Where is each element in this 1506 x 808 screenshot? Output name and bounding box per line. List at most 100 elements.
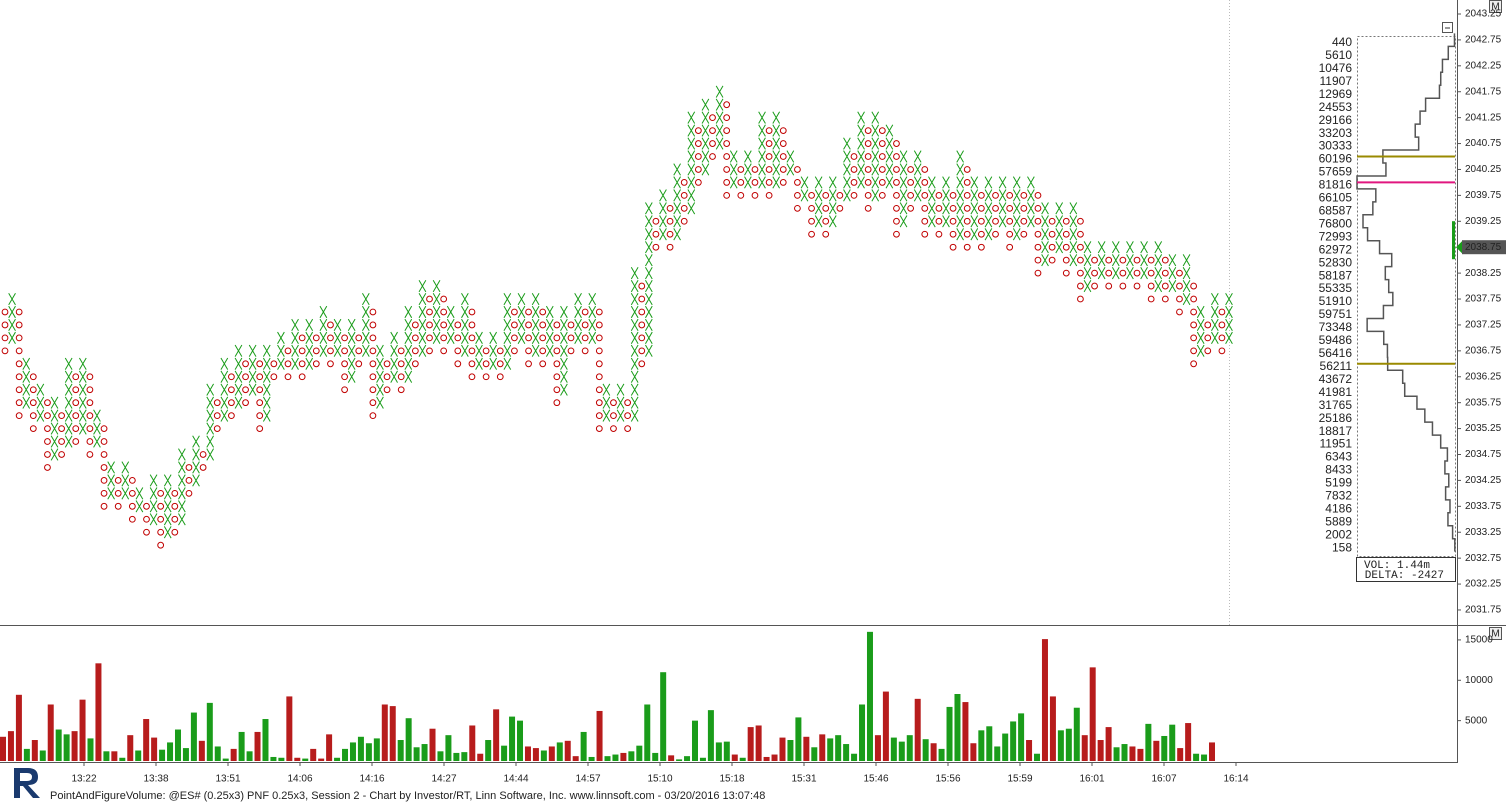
x-box xyxy=(149,500,158,513)
profile-label: 66105 xyxy=(1319,191,1353,205)
x-box xyxy=(1041,202,1049,215)
x-box xyxy=(248,383,257,396)
x-box xyxy=(1168,267,1177,280)
o-box xyxy=(779,166,787,173)
o-column xyxy=(878,127,886,199)
o-box xyxy=(1091,282,1098,290)
o-box xyxy=(213,425,221,432)
profile-label: 73348 xyxy=(1319,320,1353,334)
x-box xyxy=(347,318,356,332)
x-box xyxy=(8,331,16,344)
x-box xyxy=(333,344,342,357)
x-box xyxy=(772,111,781,124)
o-column xyxy=(567,321,575,355)
x-column xyxy=(786,150,795,176)
volume-bar xyxy=(874,735,881,761)
o-box xyxy=(935,217,943,225)
x-box xyxy=(843,163,851,176)
volume-bar xyxy=(198,740,205,761)
x-box xyxy=(560,383,568,396)
x-box xyxy=(390,370,398,383)
o-box xyxy=(921,230,929,238)
x-box xyxy=(1055,241,1064,254)
volume-bar xyxy=(691,720,698,761)
x-box xyxy=(1083,241,1092,254)
x-box xyxy=(319,305,328,319)
profile-label: 5889 xyxy=(1325,514,1352,528)
o-box xyxy=(737,166,745,173)
volume-bar xyxy=(1073,707,1080,761)
volume-bar xyxy=(986,726,993,761)
x-box xyxy=(305,331,314,344)
volume-bar xyxy=(103,751,110,761)
o-box xyxy=(1077,269,1084,277)
o-box xyxy=(963,217,971,225)
o-box xyxy=(1190,295,1198,303)
x-box xyxy=(475,331,483,344)
o-column xyxy=(907,166,915,212)
o-box xyxy=(86,373,94,381)
o-box xyxy=(1133,256,1141,264)
x-box xyxy=(956,202,964,215)
o-box xyxy=(1034,256,1042,264)
x-box xyxy=(645,202,653,215)
o-box xyxy=(567,347,575,355)
x-box xyxy=(8,305,16,319)
profile-label: 56211 xyxy=(1320,359,1353,373)
y-tick-label: 2037.75 xyxy=(1465,294,1502,305)
o-box xyxy=(171,515,179,523)
x-box xyxy=(206,396,215,409)
volume-bar xyxy=(1177,748,1184,761)
o-box xyxy=(1105,269,1113,277)
volume-bar xyxy=(174,729,181,761)
o-box xyxy=(185,464,193,471)
o-box xyxy=(327,347,334,355)
o-box xyxy=(511,321,518,329)
o-box xyxy=(228,386,235,394)
x-box xyxy=(178,487,186,500)
o-box xyxy=(383,373,391,381)
o-box xyxy=(539,347,547,355)
x-column xyxy=(659,189,667,241)
profile-label: 8433 xyxy=(1325,463,1352,477)
o-box xyxy=(242,399,249,407)
profile-label: 2002 xyxy=(1325,527,1352,541)
x-column xyxy=(942,176,950,228)
o-box xyxy=(128,515,136,523)
x-box xyxy=(715,124,724,137)
x-box xyxy=(574,318,582,332)
o-box xyxy=(58,425,65,432)
o-box xyxy=(1062,230,1070,238)
o-box xyxy=(553,399,561,407)
volume-tick-label: 10000 xyxy=(1465,675,1493,686)
volume-bar xyxy=(397,740,404,761)
x-box xyxy=(262,357,271,370)
x-box xyxy=(220,409,229,422)
volume-bar xyxy=(119,757,126,761)
volume-bar xyxy=(835,735,842,761)
x-box xyxy=(1140,241,1148,254)
x-box xyxy=(1012,189,1021,202)
x-box xyxy=(828,189,837,202)
o-box xyxy=(86,425,94,432)
o-column xyxy=(1218,308,1226,355)
volume-bar xyxy=(334,757,341,761)
volume-panel-button[interactable] xyxy=(1489,627,1502,640)
x-box xyxy=(574,292,582,306)
o-box xyxy=(312,334,320,342)
o-box xyxy=(723,114,731,122)
x-box xyxy=(729,150,738,163)
o-box xyxy=(29,373,37,381)
x-box xyxy=(913,150,922,163)
o-box xyxy=(893,140,900,147)
volume-bar xyxy=(326,734,333,761)
o-box xyxy=(1020,191,1028,199)
o-box xyxy=(58,412,65,420)
x-box xyxy=(22,383,31,396)
x-box xyxy=(347,370,356,383)
x-box xyxy=(687,124,696,137)
x-box xyxy=(729,163,738,176)
panel-button[interactable] xyxy=(1489,0,1502,13)
o-box xyxy=(327,334,334,342)
x-column xyxy=(843,137,851,202)
